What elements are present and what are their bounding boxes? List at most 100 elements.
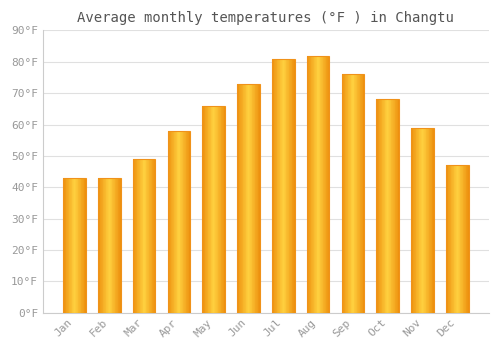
Bar — [207, 106, 208, 313]
Bar — [389, 99, 390, 313]
Bar — [411, 128, 434, 313]
Bar — [107, 178, 108, 313]
Bar — [352, 74, 353, 313]
Bar — [467, 165, 468, 313]
Bar — [390, 99, 392, 313]
Bar — [361, 74, 362, 313]
Bar — [168, 131, 169, 313]
Bar — [356, 74, 358, 313]
Bar — [186, 131, 187, 313]
Bar — [420, 128, 421, 313]
Bar — [214, 106, 215, 313]
Bar — [387, 99, 388, 313]
Bar — [256, 84, 257, 313]
Bar — [464, 165, 465, 313]
Bar — [85, 178, 86, 313]
Bar — [281, 59, 282, 313]
Bar — [182, 131, 184, 313]
Bar — [104, 178, 105, 313]
Bar — [170, 131, 172, 313]
Bar — [396, 99, 397, 313]
Bar — [188, 131, 190, 313]
Bar — [358, 74, 359, 313]
Bar — [344, 74, 346, 313]
Bar — [252, 84, 253, 313]
Bar — [213, 106, 214, 313]
Bar — [307, 56, 308, 313]
Bar — [326, 56, 327, 313]
Bar — [272, 59, 273, 313]
Bar — [105, 178, 106, 313]
Bar — [208, 106, 209, 313]
Bar — [257, 84, 258, 313]
Bar — [222, 106, 223, 313]
Bar — [272, 59, 294, 313]
Bar — [176, 131, 178, 313]
Bar — [151, 159, 152, 313]
Bar — [248, 84, 250, 313]
Bar — [276, 59, 278, 313]
Bar — [422, 128, 424, 313]
Bar — [414, 128, 415, 313]
Bar — [293, 59, 294, 313]
Bar — [452, 165, 453, 313]
Bar — [108, 178, 110, 313]
Bar — [242, 84, 244, 313]
Bar — [148, 159, 150, 313]
Bar — [342, 74, 364, 313]
Bar — [111, 178, 112, 313]
Bar — [258, 84, 259, 313]
Bar — [98, 178, 120, 313]
Bar — [101, 178, 102, 313]
Bar — [224, 106, 225, 313]
Bar — [412, 128, 414, 313]
Bar — [68, 178, 70, 313]
Bar — [99, 178, 100, 313]
Bar — [416, 128, 417, 313]
Bar — [134, 159, 135, 313]
Bar — [254, 84, 256, 313]
Bar — [343, 74, 344, 313]
Bar — [397, 99, 398, 313]
Bar — [425, 128, 426, 313]
Bar — [376, 99, 399, 313]
Bar — [70, 178, 71, 313]
Bar — [273, 59, 274, 313]
Bar — [64, 178, 66, 313]
Bar — [308, 56, 309, 313]
Bar — [76, 178, 77, 313]
Bar — [427, 128, 428, 313]
Bar — [152, 159, 153, 313]
Bar — [411, 128, 412, 313]
Bar — [418, 128, 420, 313]
Bar — [169, 131, 170, 313]
Bar — [216, 106, 217, 313]
Bar — [284, 59, 285, 313]
Bar — [316, 56, 318, 313]
Bar — [383, 99, 384, 313]
Bar — [378, 99, 380, 313]
Bar — [386, 99, 387, 313]
Bar — [206, 106, 207, 313]
Bar — [147, 159, 148, 313]
Bar — [342, 74, 343, 313]
Bar — [238, 84, 240, 313]
Bar — [204, 106, 206, 313]
Bar — [446, 165, 468, 313]
Bar — [141, 159, 142, 313]
Bar — [353, 74, 354, 313]
Bar — [145, 159, 146, 313]
Bar — [112, 178, 113, 313]
Bar — [179, 131, 180, 313]
Bar — [319, 56, 320, 313]
Bar — [237, 84, 238, 313]
Bar — [113, 178, 114, 313]
Bar — [350, 74, 352, 313]
Bar — [253, 84, 254, 313]
Bar — [102, 178, 104, 313]
Bar — [187, 131, 188, 313]
Bar — [118, 178, 119, 313]
Bar — [291, 59, 292, 313]
Bar — [209, 106, 210, 313]
Bar — [377, 99, 378, 313]
